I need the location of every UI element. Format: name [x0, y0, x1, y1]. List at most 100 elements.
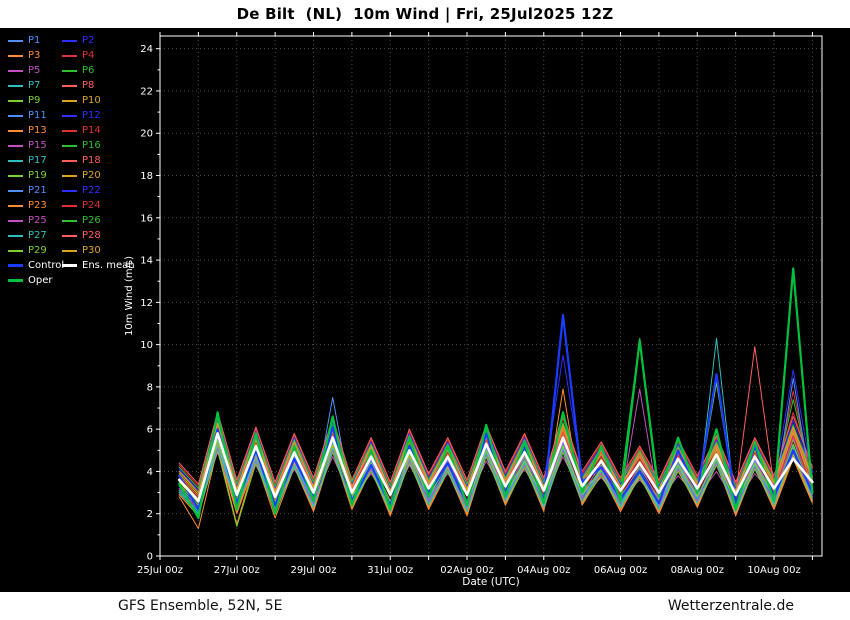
legend-line-swatch: [8, 189, 23, 192]
legend-line-swatch: [62, 39, 77, 42]
series-ens-mean: [177, 432, 814, 503]
legend-label: P16: [82, 139, 101, 151]
legend-label: P8: [82, 79, 95, 91]
series-oper: [178, 267, 814, 520]
series-p18: [178, 411, 813, 485]
legend-item-p21: P21: [8, 184, 62, 196]
legend-label: P7: [28, 79, 41, 91]
legend-row: P13 P14: [8, 123, 135, 138]
legend-line-swatch: [8, 219, 23, 222]
legend-item-p30: P30: [62, 245, 116, 256]
legend-label: P21: [28, 184, 47, 196]
legend-line-swatch: [8, 99, 23, 102]
ensemble-plot: 25Jul 00z 27Jul 00z 29Jul 00z 31Jul 00z 02Au…: [124, 32, 823, 588]
y-tick-label: 0: [147, 552, 153, 563]
legend-row: Control Ens. mean: [8, 258, 135, 273]
legend-line-swatch: [8, 204, 23, 207]
legend-label: P2: [82, 34, 95, 46]
legend-line-swatch: [8, 174, 23, 177]
legend-line-swatch: [8, 129, 23, 132]
legend-label: Control: [28, 259, 65, 271]
legend-item-p17: P17: [8, 154, 62, 166]
legend-item-p4: P4: [62, 49, 116, 61]
legend-label: P24: [82, 199, 101, 211]
legend-line-swatch: [8, 69, 23, 72]
legend-item-p15: P15: [8, 140, 62, 151]
legend-row: P15 P16: [8, 138, 135, 153]
y-tick-label: 16: [140, 213, 153, 224]
legend-label: P11: [28, 109, 47, 121]
legend-line-swatch: [62, 144, 77, 147]
legend-row: P27 P28: [8, 228, 135, 243]
y-tick-label: 4: [147, 467, 153, 478]
legend-line-swatch: [62, 114, 77, 117]
legend-label: P5: [28, 64, 41, 76]
legend-label: P20: [82, 169, 101, 181]
legend-row: P11 P12: [8, 108, 135, 123]
legend-item-control: Control: [8, 259, 65, 271]
legend-line-swatch: [8, 249, 23, 252]
legend-item-p6: P6: [62, 64, 116, 76]
y-tick-label: 2: [147, 509, 153, 520]
legend-line-swatch: [62, 69, 77, 72]
legend: P1 P2 P3 P4 P5 P6 P7 P8 P9 P10 P11 P12 P13 P14 P15 P16 P…: [8, 33, 135, 288]
legend-item-p2: P2: [62, 34, 116, 46]
y-tick-label: 6: [147, 425, 153, 436]
legend-row: P9 P10: [8, 93, 135, 108]
legend-label: P14: [82, 124, 101, 136]
legend-label: P17: [28, 154, 47, 166]
legend-line-swatch: [8, 84, 23, 87]
legend-item-p10: P10: [62, 95, 116, 106]
legend-line-swatch: [8, 39, 23, 42]
legend-item-p11: P11: [8, 109, 62, 121]
y-tick-label: 14: [140, 256, 153, 267]
legend-item-oper: Oper: [8, 274, 62, 286]
legend-item-p24: P24: [62, 199, 116, 211]
legend-item-p5: P5: [8, 64, 62, 76]
legend-label: P23: [28, 199, 47, 211]
y-tick-label: 24: [140, 44, 153, 55]
legend-line-swatch: [8, 159, 23, 162]
legend-item-p22: P22: [62, 184, 116, 196]
legend-label: P6: [82, 64, 95, 76]
legend-item-p23: P23: [8, 199, 62, 211]
legend-line-swatch: [62, 174, 77, 177]
legend-label: P3: [28, 49, 41, 61]
x-tick-label: 02Aug 00z: [440, 565, 493, 576]
legend-line-swatch: [62, 264, 77, 267]
x-tick-label: 04Aug 00z: [517, 565, 570, 576]
legend-label: Oper: [28, 274, 53, 286]
legend-label: P18: [82, 154, 101, 166]
chart-title: De Bilt (NL) 10m Wind | Fri, 25Jul2025 1…: [236, 5, 614, 23]
legend-label: P9: [28, 94, 41, 106]
legend-line-swatch: [62, 234, 77, 237]
legend-line-swatch: [8, 279, 23, 282]
footer-model-label: GFS Ensemble, 52N, 5E: [118, 598, 283, 614]
legend-line-swatch: [8, 114, 23, 117]
y-tick-label: 10: [140, 340, 153, 351]
legend-line-swatch: [8, 54, 23, 57]
x-axis-label: Date (UTC): [462, 576, 519, 588]
legend-line-swatch: [8, 144, 23, 147]
legend-label: P4: [82, 49, 95, 61]
legend-label: P29: [28, 244, 47, 256]
legend-item-ens-mean: Ens. mean: [62, 260, 135, 271]
legend-item-p25: P25: [8, 215, 62, 226]
y-tick-label: 8: [147, 382, 153, 393]
legend-label: P22: [82, 184, 101, 196]
legend-item-p12: P12: [62, 110, 116, 121]
legend-line-swatch: [62, 219, 77, 222]
y-tick-label: 20: [140, 129, 153, 140]
legend-label: P19: [28, 169, 47, 181]
x-tick-label: 10Aug 00z: [747, 565, 800, 576]
legend-item-p27: P27: [8, 230, 62, 241]
legend-row: P21 P22: [8, 183, 135, 198]
legend-line-swatch: [8, 264, 23, 267]
chart-panel: P1 P2 P3 P4 P5 P6 P7 P8 P9 P10 P11 P12 P13 P14 P15 P16 P…: [0, 28, 850, 592]
legend-row: P29 P30: [8, 243, 135, 258]
x-tick-label: 29Jul 00z: [291, 565, 337, 576]
legend-line-swatch: [62, 129, 77, 132]
x-tick-label: 27Jul 00z: [214, 565, 260, 576]
legend-row: P7 P8: [8, 78, 135, 93]
legend-line-swatch: [62, 249, 77, 252]
